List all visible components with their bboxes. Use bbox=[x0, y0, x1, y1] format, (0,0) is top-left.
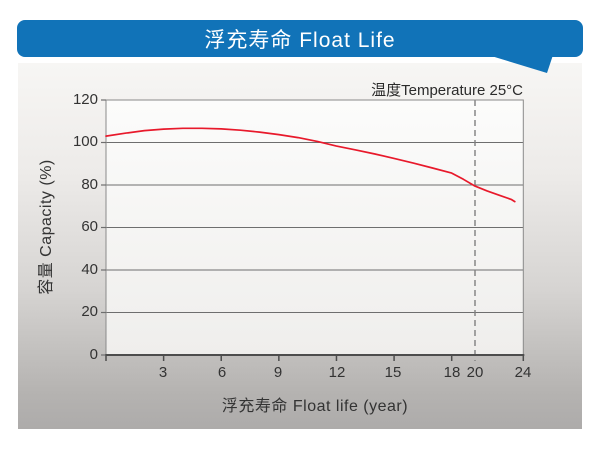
y-tick-label: 0 bbox=[89, 346, 98, 363]
x-tick-label: 18 bbox=[443, 364, 461, 381]
title-banner: 浮充寿命 Float Life bbox=[17, 20, 583, 57]
x-tick-label: 6 bbox=[217, 364, 227, 381]
y-tick-label: 80 bbox=[81, 176, 98, 193]
temperature-annotation: 温度Temperature 25°C bbox=[371, 82, 523, 99]
x-tick-label: 20 bbox=[466, 364, 484, 381]
x-tick-label: 24 bbox=[514, 364, 532, 381]
x-axis-title: 浮充寿命 Float life (year) bbox=[221, 398, 409, 415]
y-axis-title: 容量 Capacity (%) bbox=[38, 159, 55, 295]
chart-panel bbox=[18, 63, 582, 429]
y-tick-label: 60 bbox=[81, 218, 98, 235]
x-tick-label: 3 bbox=[158, 364, 168, 381]
y-tick-label: 20 bbox=[81, 303, 98, 320]
banner-tail-icon bbox=[488, 55, 553, 73]
y-tick-label: 100 bbox=[72, 133, 98, 150]
x-tick-label: 15 bbox=[384, 364, 402, 381]
page-title: 浮充寿命 Float Life bbox=[204, 28, 396, 52]
x-tick-label: 9 bbox=[273, 364, 283, 381]
y-tick-label: 120 bbox=[72, 91, 98, 108]
x-tick-label: 12 bbox=[328, 364, 346, 381]
y-tick-label: 40 bbox=[81, 261, 98, 278]
